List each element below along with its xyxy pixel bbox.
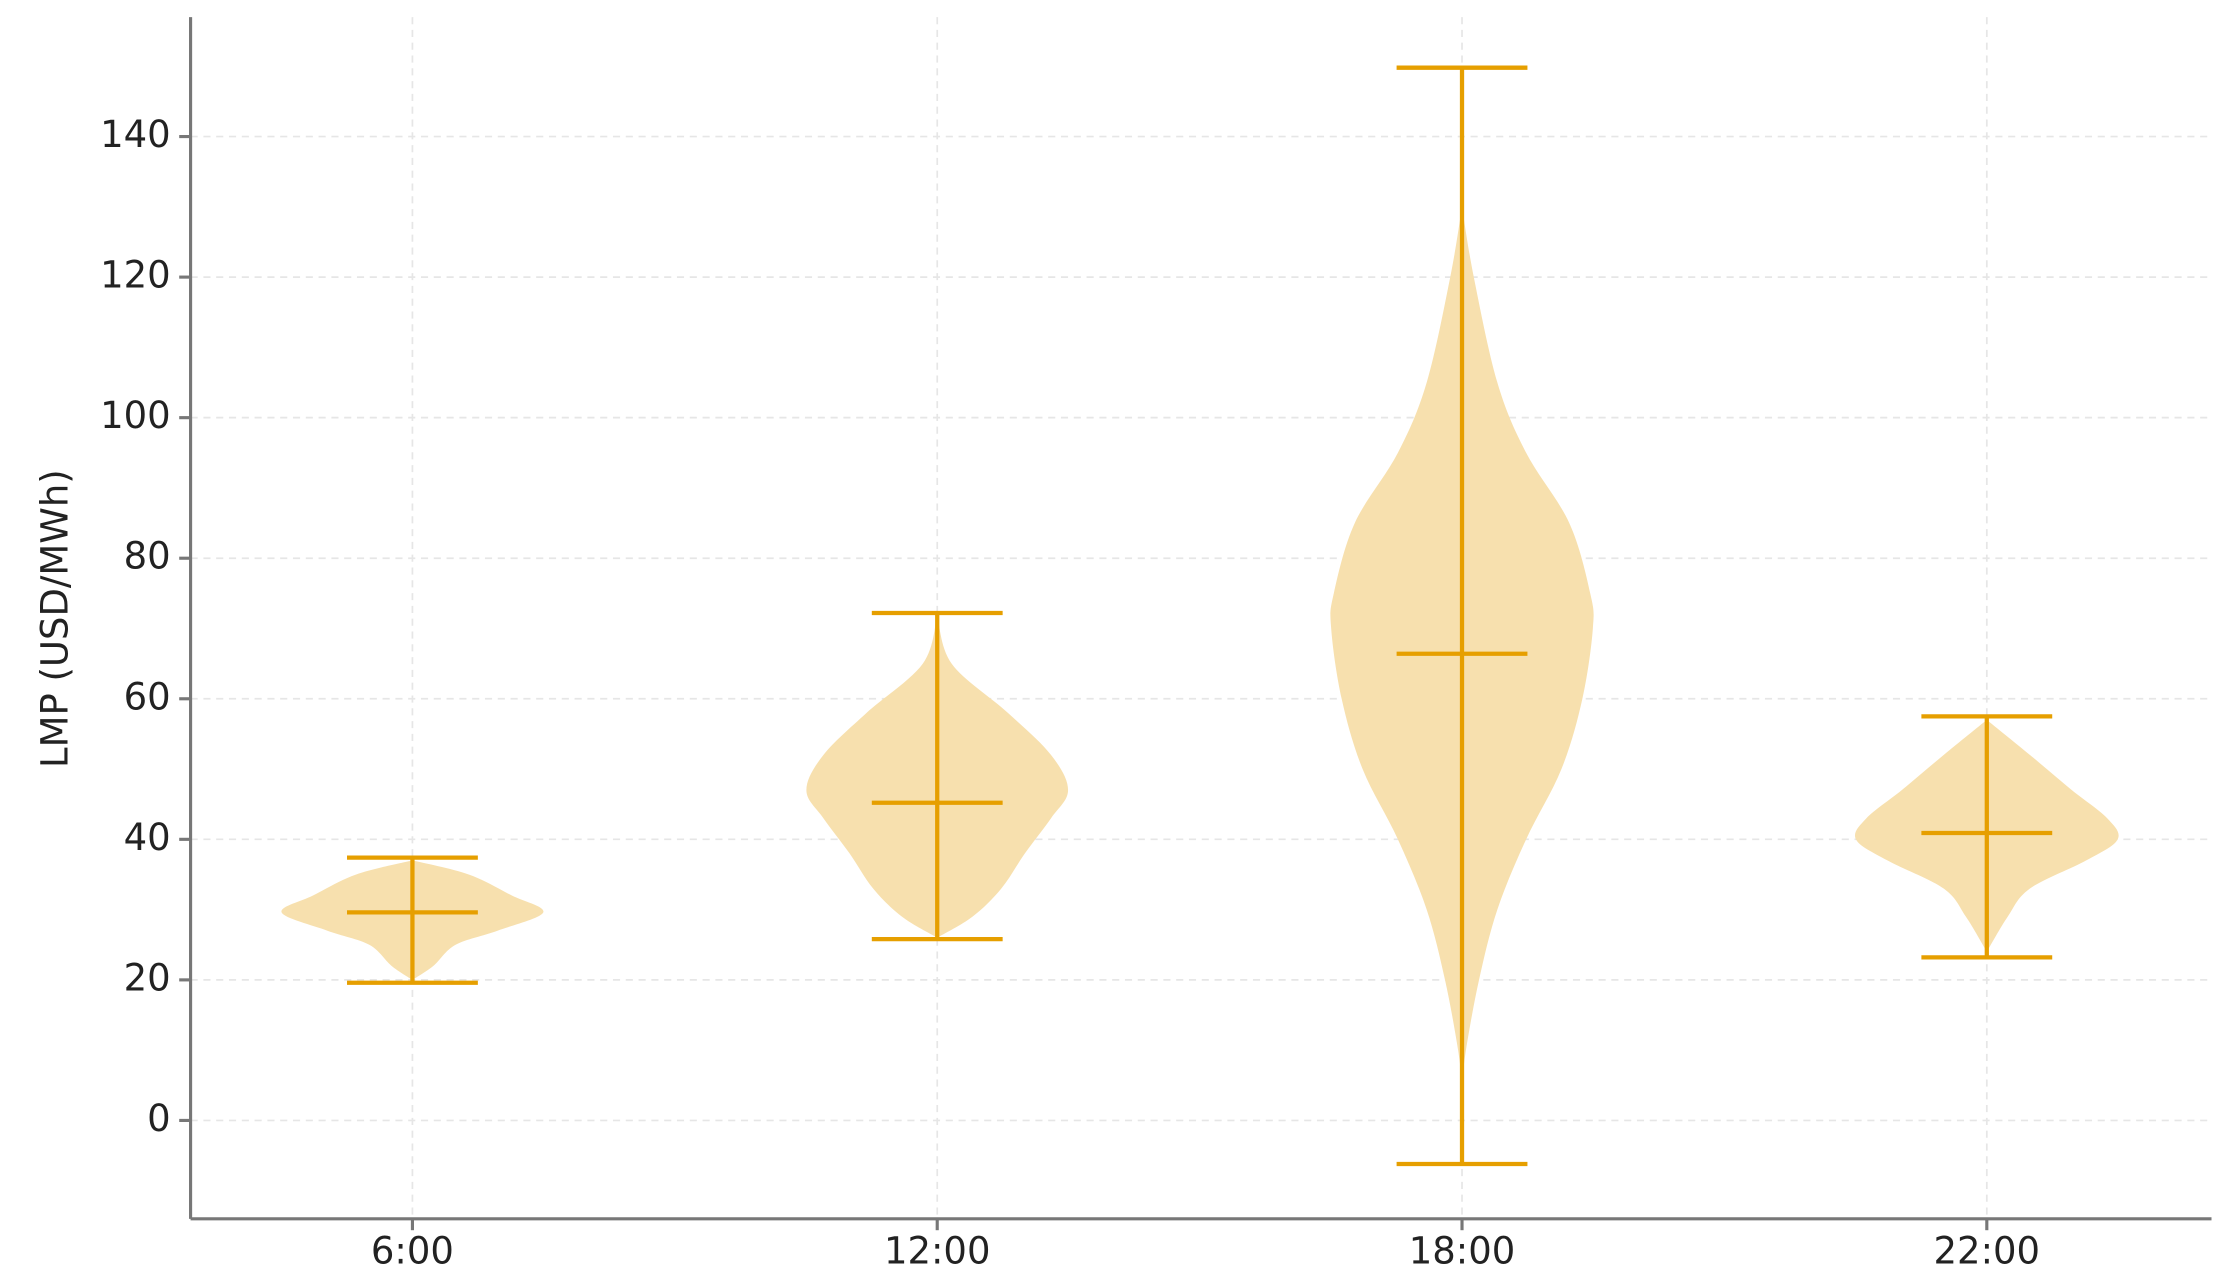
y-tick-label: 80 <box>124 535 171 578</box>
y-tick-label: 20 <box>124 956 171 999</box>
y-axis-label: LMP (USD/MWh) <box>33 469 76 768</box>
y-tick-label: 60 <box>124 675 171 718</box>
x-tick-label: 6:00 <box>371 1229 454 1272</box>
y-tick-label: 100 <box>100 394 171 437</box>
x-tick-label: 22:00 <box>1934 1229 2041 1272</box>
y-tick-label: 140 <box>100 113 171 156</box>
x-tick-label: 12:00 <box>884 1229 991 1272</box>
y-tick-label: 120 <box>100 254 171 297</box>
x-tick-label: 18:00 <box>1409 1229 1516 1272</box>
y-tick-label: 40 <box>124 816 171 859</box>
y-tick-label: 0 <box>147 1097 171 1140</box>
